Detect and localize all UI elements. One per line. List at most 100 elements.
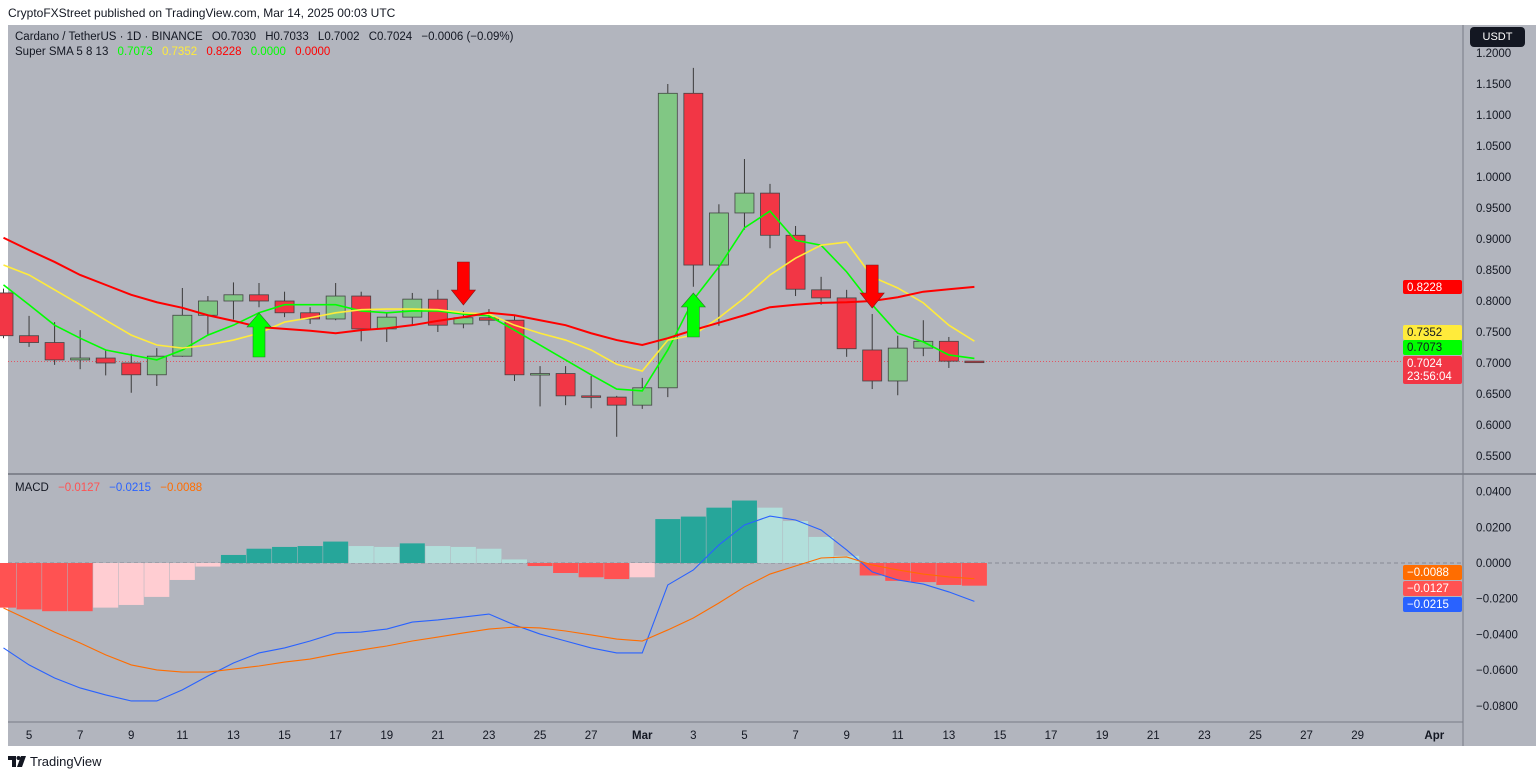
sma13-price-label	[1403, 280, 1462, 294]
tradingview-logo[interactable]: TradingView	[8, 754, 102, 769]
candle-body	[606, 396, 627, 406]
sma-label[interactable]: Super SMA 5 8 13	[15, 46, 109, 58]
time-tick-label: 21	[1147, 730, 1160, 742]
price-tick-label: 1.2000	[1476, 48, 1511, 60]
time-tick-label: 25	[534, 730, 547, 742]
macd-histogram-bar	[450, 546, 476, 563]
sma13-price-label-text: 0.8228	[1407, 282, 1442, 294]
macd-histogram-bar	[783, 521, 809, 563]
price-tick-label: 1.0000	[1476, 172, 1511, 184]
ohlc-high: H0.7033	[265, 31, 309, 43]
time-tick-label: 9	[128, 730, 134, 742]
macd-histogram-bar	[961, 563, 987, 586]
candle-body	[70, 357, 91, 361]
candle-body	[555, 373, 576, 397]
candle-body	[632, 387, 653, 406]
macd-histogram-bar	[604, 563, 630, 580]
time-tick-label: 15	[994, 730, 1007, 742]
buy-arrow-icon	[680, 292, 707, 338]
macd-histogram-bar	[220, 554, 246, 563]
macd-histogram-bar	[42, 563, 68, 612]
candle-body	[657, 92, 678, 389]
macd-histogram-bar	[885, 563, 911, 581]
symbol-name[interactable]: Cardano / TetherUS · 1D · BINANCE	[15, 31, 203, 43]
ohlc-close: C0.7024	[368, 31, 413, 43]
macd-legend: MACD −0.0127 −0.0215 −0.0088	[15, 482, 208, 494]
candle-body	[785, 234, 806, 290]
time-tick-label: 23	[1198, 730, 1211, 742]
macd-hist-value: −0.0127	[58, 482, 100, 494]
macd-histogram-bar	[476, 548, 502, 563]
macd-tick-label: −0.0400	[1476, 629, 1518, 641]
macd-histogram-bar	[527, 563, 553, 567]
macd-signal-value: −0.0088	[160, 482, 203, 494]
macd-histogram-bar	[680, 516, 706, 563]
time-tick-label: 13	[942, 730, 955, 742]
last-price-label-text: 23:56:04	[1407, 371, 1452, 383]
time-tick-label: 11	[892, 730, 904, 742]
time-tick-label: 7	[77, 730, 83, 742]
sma5-price-label-text: 0.7073	[1407, 342, 1442, 354]
footer-brand: TradingView	[30, 754, 102, 769]
macd-hist-price-label-text: −0.0127	[1407, 583, 1449, 595]
macd-histogram-bar	[67, 563, 93, 612]
candle-body	[44, 342, 65, 361]
price-tick-label: 0.6500	[1476, 389, 1511, 401]
time-tick-label: 17	[1045, 730, 1058, 742]
time-tick-label: 27	[1300, 730, 1313, 742]
ohlc-open: O0.7030	[211, 31, 257, 43]
time-tick-label: 29	[1351, 730, 1364, 742]
last-price-label	[1403, 356, 1462, 384]
candle-body	[836, 297, 857, 350]
time-tick-label: 23	[483, 730, 496, 742]
macd-signal-price-label-text: −0.0088	[1407, 567, 1449, 579]
candle-body	[146, 355, 167, 376]
macd-histogram-bar	[195, 563, 221, 567]
candles	[0, 67, 985, 437]
symbol-legend: Cardano / TetherUS · 1D · BINANCE O0.703…	[15, 31, 519, 43]
sell-arrow-icon	[450, 261, 477, 306]
macd-histogram-bar	[655, 519, 681, 563]
time-tick-label: Mar	[632, 730, 653, 742]
price-tick-label: 1.1000	[1476, 110, 1511, 122]
candle-body	[530, 373, 550, 376]
macd-histogram-bar	[93, 563, 119, 608]
time-tick-label: 5	[26, 730, 32, 742]
candle-body	[223, 294, 244, 302]
macd-histogram-bar	[272, 546, 298, 563]
price-tick-label: 0.9500	[1476, 203, 1511, 215]
macd-histogram-bar	[246, 548, 272, 563]
time-tick-label: 27	[585, 730, 598, 742]
macd-histogram-bar	[706, 507, 732, 563]
macd-tick-label: −0.0600	[1476, 665, 1518, 677]
currency-button[interactable]: USDT	[1470, 27, 1525, 47]
macd-histogram-bar	[169, 563, 195, 580]
candle-body	[683, 92, 704, 266]
macd-line-value: −0.0215	[109, 482, 152, 494]
candle-body	[581, 395, 602, 398]
macd-tick-label: 0.0000	[1476, 558, 1511, 570]
macd-histogram-bar	[578, 563, 604, 578]
macd-signal-line	[3, 556, 975, 673]
macd-histogram-bar	[629, 563, 655, 578]
time-tick-label: 25	[1249, 730, 1262, 742]
macd-histogram-bar	[399, 543, 425, 563]
price-tick-label: 1.1500	[1476, 79, 1511, 91]
signal-down-value: 0.0000	[295, 46, 331, 58]
candle-body	[402, 298, 423, 318]
time-tick-label: Apr	[1424, 730, 1444, 742]
time-tick-label: 19	[1096, 730, 1109, 742]
sma13-value: 0.8228	[206, 46, 242, 58]
macd-histogram-bar	[348, 546, 374, 563]
macd-histogram-bar	[323, 541, 349, 563]
plot-background	[8, 25, 1463, 722]
macd-label[interactable]: MACD	[15, 482, 49, 494]
time-tick-label: 11	[176, 730, 188, 742]
signal-up-value: 0.0000	[250, 46, 286, 58]
time-tick-label: 21	[431, 730, 444, 742]
candle-body	[862, 349, 883, 382]
candle-body	[709, 212, 729, 266]
time-tick-label: 7	[792, 730, 798, 742]
time-tick-label: 19	[380, 730, 393, 742]
